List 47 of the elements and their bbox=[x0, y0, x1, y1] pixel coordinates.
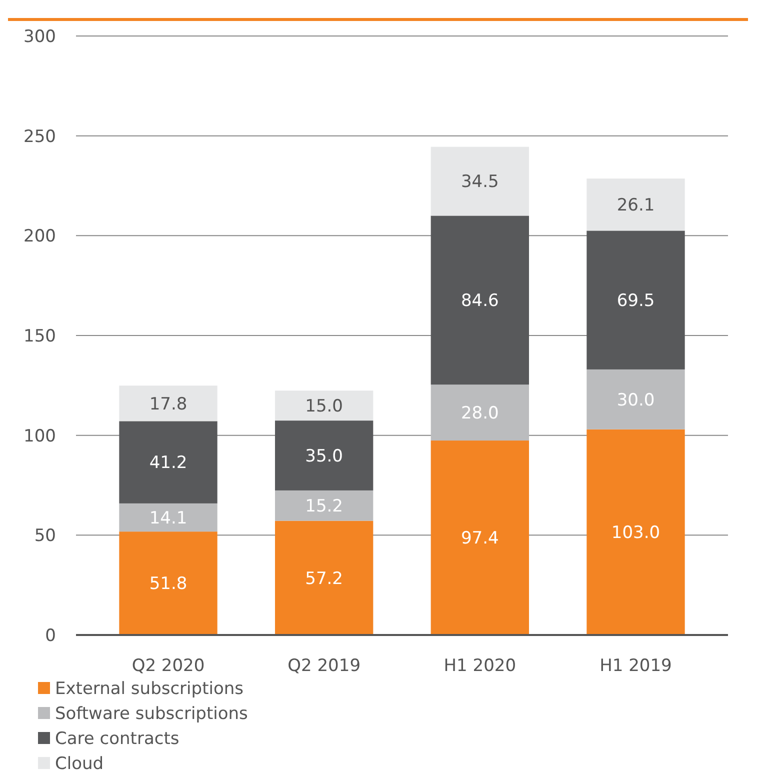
y-tick-label: 50 bbox=[34, 526, 56, 546]
bar bbox=[119, 503, 218, 532]
data-label: 30.0 bbox=[616, 390, 655, 410]
bar bbox=[586, 230, 685, 370]
data-label: 15.2 bbox=[305, 496, 344, 517]
legend-label: Care contracts bbox=[55, 728, 180, 749]
bar bbox=[119, 421, 218, 504]
bar bbox=[430, 146, 530, 216]
bar bbox=[430, 216, 530, 385]
bar bbox=[430, 384, 530, 441]
y-tick-label: 0 bbox=[45, 626, 56, 646]
data-label: 69.5 bbox=[616, 291, 655, 312]
data-label: 51.8 bbox=[149, 574, 188, 594]
bar bbox=[430, 440, 530, 635]
data-label: 35.0 bbox=[305, 446, 344, 466]
bar bbox=[586, 429, 685, 635]
bar bbox=[586, 369, 685, 430]
bar bbox=[275, 520, 374, 635]
legend-label: External subscriptions bbox=[55, 678, 244, 699]
data-label: 14.1 bbox=[149, 508, 188, 528]
data-label: 28.0 bbox=[460, 404, 499, 424]
bar bbox=[275, 490, 374, 521]
y-tick-label: 200 bbox=[24, 226, 56, 247]
x-tick-label: H1 2020 bbox=[444, 656, 516, 676]
x-tick-label: Q2 2020 bbox=[132, 656, 205, 676]
bar bbox=[119, 532, 218, 635]
bar bbox=[586, 178, 685, 231]
legend-label: Software subscriptions bbox=[55, 704, 248, 724]
data-label: 103.0 bbox=[611, 523, 660, 544]
bar bbox=[119, 386, 218, 422]
y-tick-label: 150 bbox=[24, 326, 56, 346]
y-tick-label: 250 bbox=[24, 126, 56, 147]
data-label: 97.4 bbox=[460, 528, 499, 549]
data-label: 57.2 bbox=[305, 568, 344, 589]
legend-label: Cloud bbox=[55, 754, 104, 774]
x-tick-label: H1 2019 bbox=[600, 656, 672, 676]
data-label: 41.2 bbox=[149, 453, 188, 474]
y-tick-label: 300 bbox=[24, 26, 56, 47]
data-label: 17.8 bbox=[149, 394, 188, 414]
data-label: 26.1 bbox=[616, 196, 655, 216]
data-label: 15.0 bbox=[305, 396, 344, 417]
bar bbox=[275, 390, 374, 421]
y-tick-label: 100 bbox=[24, 426, 56, 446]
data-label: 34.5 bbox=[460, 172, 499, 192]
data-label: 84.6 bbox=[460, 291, 499, 312]
x-tick-label: Q2 2019 bbox=[288, 656, 361, 676]
bar bbox=[275, 420, 374, 490]
